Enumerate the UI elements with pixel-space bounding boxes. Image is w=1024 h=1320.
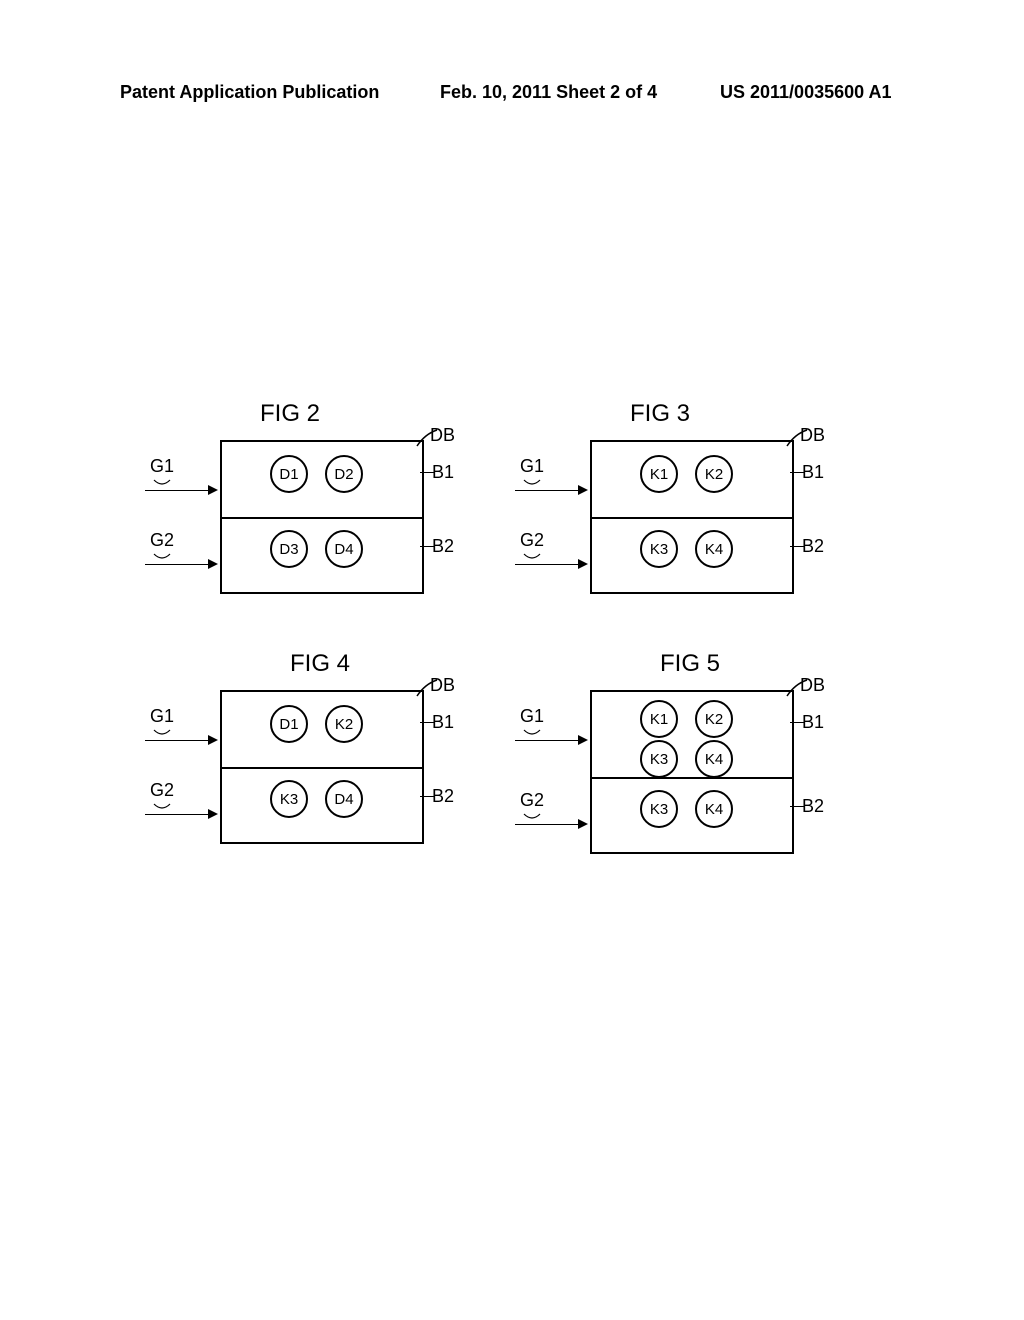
header-center: Feb. 10, 2011 Sheet 2 of 4 xyxy=(440,82,657,103)
g2-brace xyxy=(522,552,542,564)
g2-brace xyxy=(152,552,172,564)
db-label: DB xyxy=(800,675,825,696)
data-node: D2 xyxy=(325,455,363,493)
g2-arrow xyxy=(145,814,210,815)
db-box xyxy=(220,440,424,594)
b2-label: B2 xyxy=(802,796,824,817)
g2-label: G2 xyxy=(520,790,544,811)
region-divider xyxy=(222,767,422,769)
g1-arrow xyxy=(145,490,210,491)
g2-arrow-head xyxy=(208,809,218,819)
data-node: K4 xyxy=(695,790,733,828)
data-node: K4 xyxy=(695,740,733,778)
g2-label: G2 xyxy=(520,530,544,551)
figure-title: FIG 2 xyxy=(260,400,320,428)
page-root: Patent Application Publication Feb. 10, … xyxy=(0,0,1024,1320)
figure-title: FIG 5 xyxy=(660,650,720,678)
figure-title: FIG 3 xyxy=(630,400,690,428)
data-node: K1 xyxy=(640,700,678,738)
data-node: K2 xyxy=(695,455,733,493)
db-box xyxy=(590,690,794,854)
data-node: D3 xyxy=(270,530,308,568)
data-node: K3 xyxy=(270,780,308,818)
g2-arrow xyxy=(515,564,580,565)
db-label: DB xyxy=(430,425,455,446)
b1-label: B1 xyxy=(432,712,454,733)
data-node: K2 xyxy=(695,700,733,738)
region-divider xyxy=(592,517,792,519)
db-box xyxy=(590,440,794,594)
g1-brace xyxy=(152,728,172,740)
db-box xyxy=(220,690,424,844)
g2-arrow-head xyxy=(578,559,588,569)
g2-label: G2 xyxy=(150,780,174,801)
g1-arrow xyxy=(515,740,580,741)
data-node: D4 xyxy=(325,530,363,568)
g1-brace xyxy=(522,728,542,740)
data-node: K3 xyxy=(640,790,678,828)
g2-arrow xyxy=(515,824,580,825)
data-node: D4 xyxy=(325,780,363,818)
g2-label: G2 xyxy=(150,530,174,551)
g1-arrow xyxy=(515,490,580,491)
g1-label: G1 xyxy=(150,706,174,727)
b1-label: B1 xyxy=(432,462,454,483)
data-node: D1 xyxy=(270,455,308,493)
b2-label: B2 xyxy=(802,536,824,557)
b2-label: B2 xyxy=(432,786,454,807)
g1-arrow-head xyxy=(578,735,588,745)
data-node: K4 xyxy=(695,530,733,568)
db-label: DB xyxy=(800,425,825,446)
b2-label: B2 xyxy=(432,536,454,557)
g1-arrow-head xyxy=(578,485,588,495)
g1-arrow xyxy=(145,740,210,741)
data-node: K3 xyxy=(640,740,678,778)
g2-arrow-head xyxy=(208,559,218,569)
data-node: D1 xyxy=(270,705,308,743)
region-divider xyxy=(222,517,422,519)
g1-arrow-head xyxy=(208,735,218,745)
data-node: K1 xyxy=(640,455,678,493)
g1-brace xyxy=(522,478,542,490)
g1-label: G1 xyxy=(150,456,174,477)
g1-arrow-head xyxy=(208,485,218,495)
g1-brace xyxy=(152,478,172,490)
g2-brace xyxy=(152,802,172,814)
g2-arrow-head xyxy=(578,819,588,829)
g1-label: G1 xyxy=(520,706,544,727)
figure-title: FIG 4 xyxy=(290,650,350,678)
b1-label: B1 xyxy=(802,462,824,483)
db-label: DB xyxy=(430,675,455,696)
data-node: K3 xyxy=(640,530,678,568)
data-node: K2 xyxy=(325,705,363,743)
header-left: Patent Application Publication xyxy=(120,82,379,103)
g2-arrow xyxy=(145,564,210,565)
header-right: US 2011/0035600 A1 xyxy=(720,82,891,103)
g2-brace xyxy=(522,812,542,824)
b1-label: B1 xyxy=(802,712,824,733)
g1-label: G1 xyxy=(520,456,544,477)
region-divider xyxy=(592,777,792,779)
